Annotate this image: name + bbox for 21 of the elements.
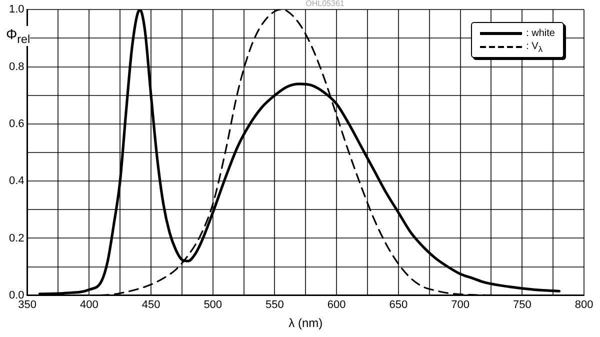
x-tick-label: 550 — [266, 299, 284, 312]
x-tick-label: 750 — [512, 299, 532, 312]
y-tick-label: 0.0 — [8, 289, 24, 302]
legend-label: : V$_{λ}$ — [526, 40, 542, 54]
y-tick-label: 0.2 — [8, 232, 24, 244]
x-tick-label: 600 — [327, 299, 346, 312]
x-tick-label: 350 — [18, 299, 36, 312]
y-tick-label: 0.4 — [8, 175, 24, 188]
x-tick-label: 700 — [451, 299, 470, 312]
y-tick-label: 0.6 — [8, 118, 24, 130]
x-tick-label: 400 — [80, 299, 98, 312]
x-tick-label: 450 — [142, 299, 160, 312]
x-tick-label: 800 — [574, 299, 594, 312]
x-tick-label: 650 — [389, 299, 408, 312]
legend-label: : white — [526, 28, 555, 38]
x-tick-label: 500 — [204, 299, 222, 312]
x-axis-title: λ (nm) — [288, 316, 323, 330]
y-tick-label: 0.8 — [8, 60, 24, 73]
y-axis-title: Φ$_{rel}$ — [6, 26, 30, 46]
text: OHL05361 — [306, 0, 344, 8]
y-tick-label: 1.0 — [8, 4, 24, 16]
